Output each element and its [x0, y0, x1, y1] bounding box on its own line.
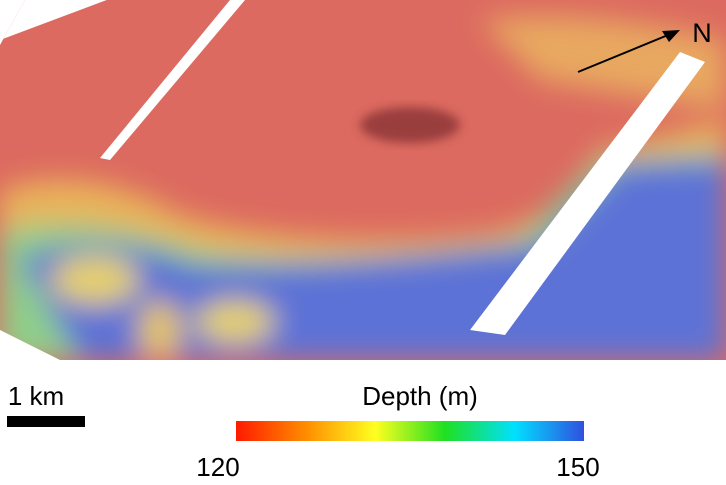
colorbar-title: Depth (m) [362, 381, 478, 411]
north-arrow [577, 34, 669, 73]
north-arrow-head [662, 30, 680, 42]
scale-bar [7, 416, 85, 427]
colorbar-min: 120 [196, 452, 239, 480]
bathymetry-map [0, 0, 726, 360]
colorbar-max: 150 [556, 452, 599, 480]
scale-label: 1 km [8, 381, 64, 411]
colorbar [236, 421, 584, 441]
north-label: N [692, 18, 712, 48]
